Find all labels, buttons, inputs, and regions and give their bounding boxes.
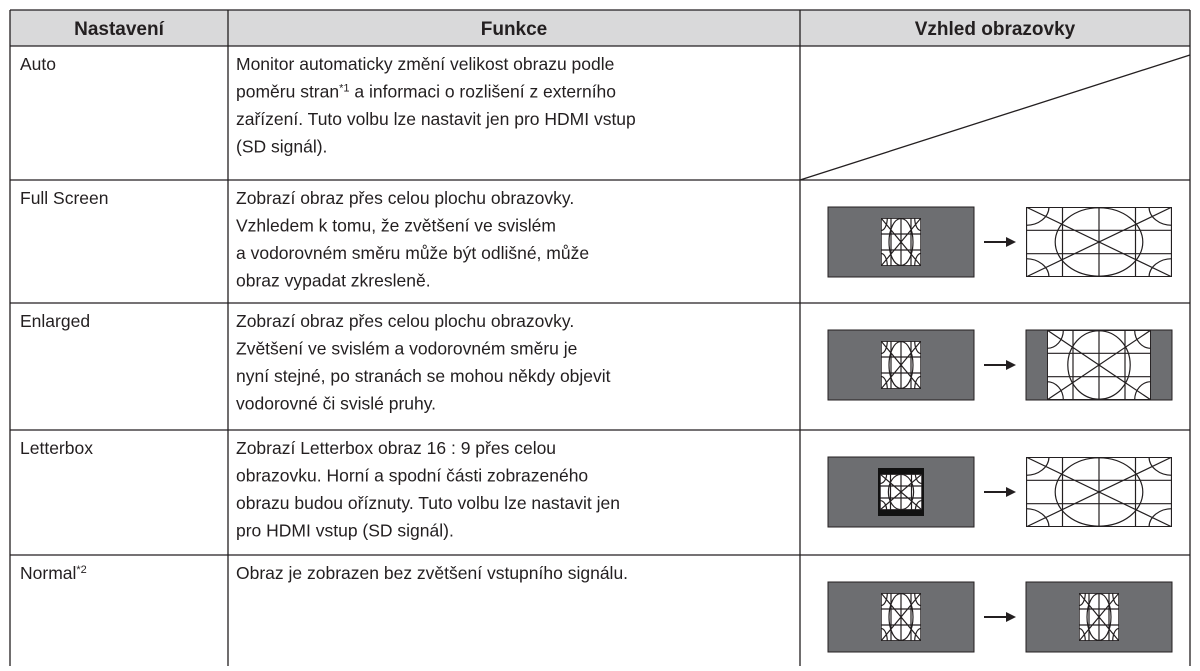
function-line: obrazovku. Horní a spodní části zobrazen… xyxy=(236,466,588,486)
header-bg xyxy=(10,10,1190,46)
function-line: (SD signál). xyxy=(236,137,327,157)
text: poměru stran xyxy=(236,82,339,102)
arrow-head xyxy=(1006,360,1016,370)
function-line: Zvětšení ve svislém a vodorovném směru j… xyxy=(236,339,577,359)
text: Normal xyxy=(20,563,76,583)
function-line: pro HDMI vstup (SD signál). xyxy=(236,521,454,541)
cell-text: poměru stran*1 a informaci o rozlišení z… xyxy=(236,82,616,102)
function-line: Zobrazí Letterbox obraz 16 : 9 přes celo… xyxy=(236,438,556,458)
not-applicable xyxy=(799,54,1191,181)
arrow-head xyxy=(1006,487,1016,497)
test-pattern xyxy=(1047,330,1151,400)
setting: Enlarged xyxy=(20,311,90,331)
superscript: *1 xyxy=(339,83,349,95)
setting: Letterbox xyxy=(20,438,93,458)
function-line: a vodorovném směru může být odlišné, můž… xyxy=(236,243,589,263)
cell-text: Normal*2 xyxy=(20,563,87,583)
arrow-head xyxy=(1006,237,1016,247)
superscript: *2 xyxy=(76,564,86,576)
header-cell: Funkce xyxy=(481,19,548,40)
arrow-head xyxy=(1006,612,1016,622)
function-line: zařízení. Tuto volbu lze nastavit jen pr… xyxy=(236,109,636,129)
function-line: obraz vypadat zkresleně. xyxy=(236,271,431,291)
function-line: vodorovné či svislé pruhy. xyxy=(236,394,436,414)
function-line: obrazu budou oříznuty. Tuto volbu lze na… xyxy=(236,493,620,513)
header-cell: Nastavení xyxy=(74,19,164,40)
function-line: Monitor automaticky změní velikost obraz… xyxy=(236,54,614,74)
text: a informaci o rozlišení z externího xyxy=(350,82,617,102)
function-line: nyní stejné, po stranách se mohou někdy … xyxy=(236,366,611,386)
function-line: Vzhledem k tomu, že zvětšení ve svislém xyxy=(236,216,556,236)
function-line: Obraz je zobrazen bez zvětšení vstupního… xyxy=(236,563,628,583)
header-cell: Vzhled obrazovky xyxy=(915,19,1076,40)
setting: Full Screen xyxy=(20,188,109,208)
test-pattern xyxy=(1026,457,1172,527)
function-line: Zobrazí obraz přes celou plochu obrazovk… xyxy=(236,188,574,208)
test-pattern xyxy=(1026,207,1172,277)
function-line: Zobrazí obraz přes celou plochu obrazovk… xyxy=(236,311,574,331)
setting: Auto xyxy=(20,54,56,74)
